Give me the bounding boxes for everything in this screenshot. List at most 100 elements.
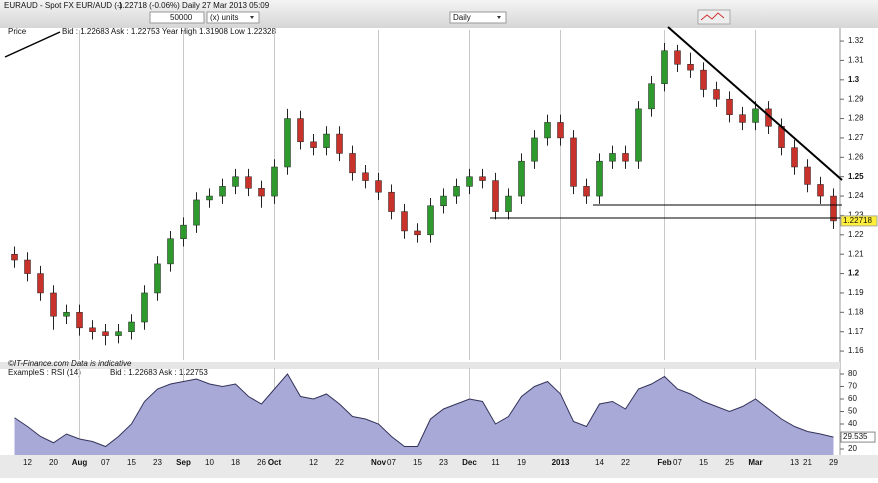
x-tick-label: 22 xyxy=(621,458,630,467)
candle-body xyxy=(700,69,707,90)
candle-body xyxy=(544,122,551,139)
y-tick-label: 40 xyxy=(848,419,857,428)
candle-body xyxy=(232,176,239,187)
y-tick-label: 1.16 xyxy=(848,346,864,355)
candle-body xyxy=(414,230,421,236)
x-tick-label: Dec xyxy=(462,458,477,467)
trend-line[interactable] xyxy=(667,26,843,181)
candle-body xyxy=(453,186,460,197)
candle-body xyxy=(609,153,616,162)
x-tick-label: 25 xyxy=(725,458,734,467)
x-tick-label: Sep xyxy=(176,458,191,467)
quantity[interactable]: 50000 xyxy=(170,13,193,22)
candle-body xyxy=(401,211,408,232)
x-tick-label: 13 xyxy=(790,458,799,467)
candle-body xyxy=(713,89,720,100)
x-tick-label: 21 xyxy=(803,458,812,467)
y-tick-label: 80 xyxy=(848,369,857,378)
x-tick-label: 18 xyxy=(231,458,240,467)
candle-body xyxy=(362,172,369,181)
x-tick-label: 07 xyxy=(673,458,682,467)
last-price-label: 1.22718 xyxy=(843,216,872,225)
y-tick-label: 1.2 xyxy=(848,269,860,278)
candle-body xyxy=(336,133,343,154)
candle-body xyxy=(89,327,96,332)
units[interactable]: (x) units xyxy=(210,13,238,22)
candle-body xyxy=(11,253,18,261)
drawn-line[interactable] xyxy=(4,31,61,58)
units-dropdown[interactable] xyxy=(206,11,260,24)
x-tick-label: 15 xyxy=(699,458,708,467)
candle-body xyxy=(245,176,252,189)
x-tick-label: 22 xyxy=(335,458,344,467)
candle-body xyxy=(505,195,512,212)
y-tick-label: 1.24 xyxy=(848,191,864,200)
candle-body xyxy=(219,186,226,197)
candle-body xyxy=(440,195,447,207)
interval-dropdown[interactable] xyxy=(449,11,507,24)
dropdown-arrow xyxy=(497,16,501,19)
x-tick-label: 23 xyxy=(153,458,162,467)
candle-body xyxy=(271,166,278,197)
x-tick-label: 07 xyxy=(387,458,396,467)
x-tick-label: Mar xyxy=(748,458,762,467)
y-tick-label: 1.29 xyxy=(848,94,864,103)
candle-body xyxy=(817,184,824,197)
candle-body xyxy=(349,153,356,174)
y-tick-label: 1.3 xyxy=(848,75,860,84)
last-rsi-box xyxy=(840,431,876,443)
candle-body xyxy=(297,118,304,143)
candle-body xyxy=(310,141,317,148)
candle-body xyxy=(388,191,395,212)
candle-body xyxy=(427,205,434,236)
candle-body xyxy=(180,224,187,239)
price-subtitle: Bid : 1.22683 Ask : 1.22753 Year High 1.… xyxy=(62,27,277,36)
candle-body xyxy=(635,108,642,162)
y-tick-label: 1.32 xyxy=(848,36,864,45)
candle-body xyxy=(804,166,811,185)
y-tick-label: 50 xyxy=(848,407,857,416)
candle-body xyxy=(726,98,733,115)
y-tick-label: 20 xyxy=(848,444,857,453)
toolbar xyxy=(0,0,878,28)
interval[interactable]: Daily xyxy=(453,13,471,22)
x-tick-label: 20 xyxy=(49,458,58,467)
candle-body xyxy=(752,108,759,123)
rsi-title: ExampleS : RSI (14) xyxy=(8,368,81,377)
candle-body xyxy=(154,263,161,294)
candle-body xyxy=(791,147,798,168)
x-tick-label: 15 xyxy=(127,458,136,467)
x-tick-label: 12 xyxy=(23,458,32,467)
chart-icon-glyph xyxy=(700,12,725,21)
x-tick-label: Nov xyxy=(371,458,387,467)
y-tick-label: 70 xyxy=(848,382,857,391)
y-tick-label: 1.26 xyxy=(848,152,864,161)
x-tick-label: 26 xyxy=(257,458,266,467)
candle-body xyxy=(531,137,538,162)
x-tick-label: 19 xyxy=(517,458,526,467)
quantity-box[interactable] xyxy=(149,11,205,24)
candle-body xyxy=(674,50,681,65)
x-tick-label: Oct xyxy=(268,458,282,467)
candle-body xyxy=(102,331,109,336)
symbol: EURAUD - Spot FX EUR/AUD (-) xyxy=(4,1,123,10)
rsi-line xyxy=(14,373,834,448)
last-price-box xyxy=(840,215,878,227)
x-tick-label: Aug xyxy=(72,458,88,467)
y-tick-label: 60 xyxy=(848,394,857,403)
candle-body xyxy=(648,83,655,110)
y-tick-label: 1.28 xyxy=(848,114,864,123)
x-tick-label: Feb xyxy=(657,458,671,467)
candle-body xyxy=(583,186,590,197)
candle-body xyxy=(596,160,603,197)
panel-divider xyxy=(0,362,840,369)
dropdown-arrow xyxy=(250,16,254,19)
candle-body xyxy=(141,292,148,323)
candle-body xyxy=(63,312,70,317)
candle-body xyxy=(258,188,265,197)
last-rsi-label: 29.535 xyxy=(843,432,868,441)
x-tick-label: 29 xyxy=(829,458,838,467)
rsi-subtitle: Bid : 1.22683 Ask : 1.22753 xyxy=(110,368,208,377)
